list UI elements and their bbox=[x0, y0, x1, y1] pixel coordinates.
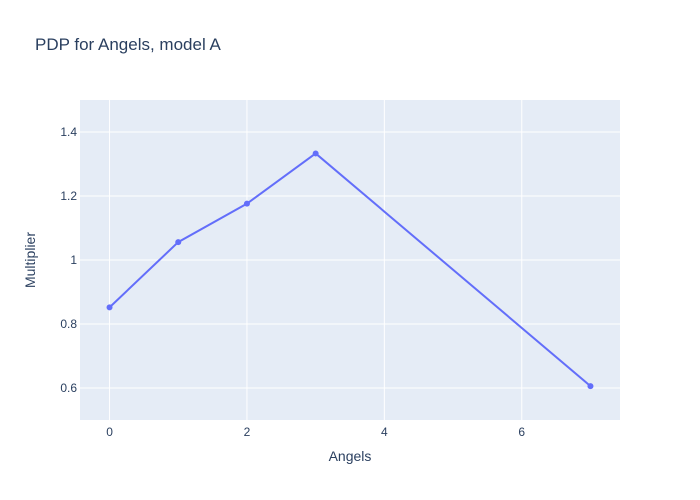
x-tick-label: 2 bbox=[244, 425, 251, 439]
y-tick-label: 0.8 bbox=[60, 317, 77, 331]
x-tick-label: 0 bbox=[106, 425, 113, 439]
y-axis-label: Multiplier bbox=[22, 232, 38, 288]
y-axis-ticks: 0.6 0.8 1 1.2 1.4 bbox=[60, 125, 77, 395]
series-layer bbox=[106, 150, 594, 390]
y-tick-label: 1.2 bbox=[60, 189, 77, 203]
chart-title: PDP for Angels, model A bbox=[35, 35, 222, 54]
y-tick-label: 1.4 bbox=[60, 125, 77, 139]
x-tick-label: 4 bbox=[381, 425, 388, 439]
horizontal-gridlines bbox=[80, 131, 620, 389]
data-point[interactable] bbox=[587, 383, 594, 390]
x-tick-label: 6 bbox=[518, 425, 525, 439]
x-axis-ticks: 0 2 4 6 bbox=[106, 425, 525, 439]
data-point[interactable] bbox=[175, 239, 182, 246]
y-tick-label: 0.6 bbox=[60, 381, 77, 395]
x-axis-label: Angels bbox=[329, 448, 372, 464]
data-point[interactable] bbox=[106, 304, 113, 311]
y-tick-label: 1 bbox=[70, 253, 77, 267]
data-point[interactable] bbox=[312, 150, 319, 157]
data-point[interactable] bbox=[243, 200, 250, 207]
